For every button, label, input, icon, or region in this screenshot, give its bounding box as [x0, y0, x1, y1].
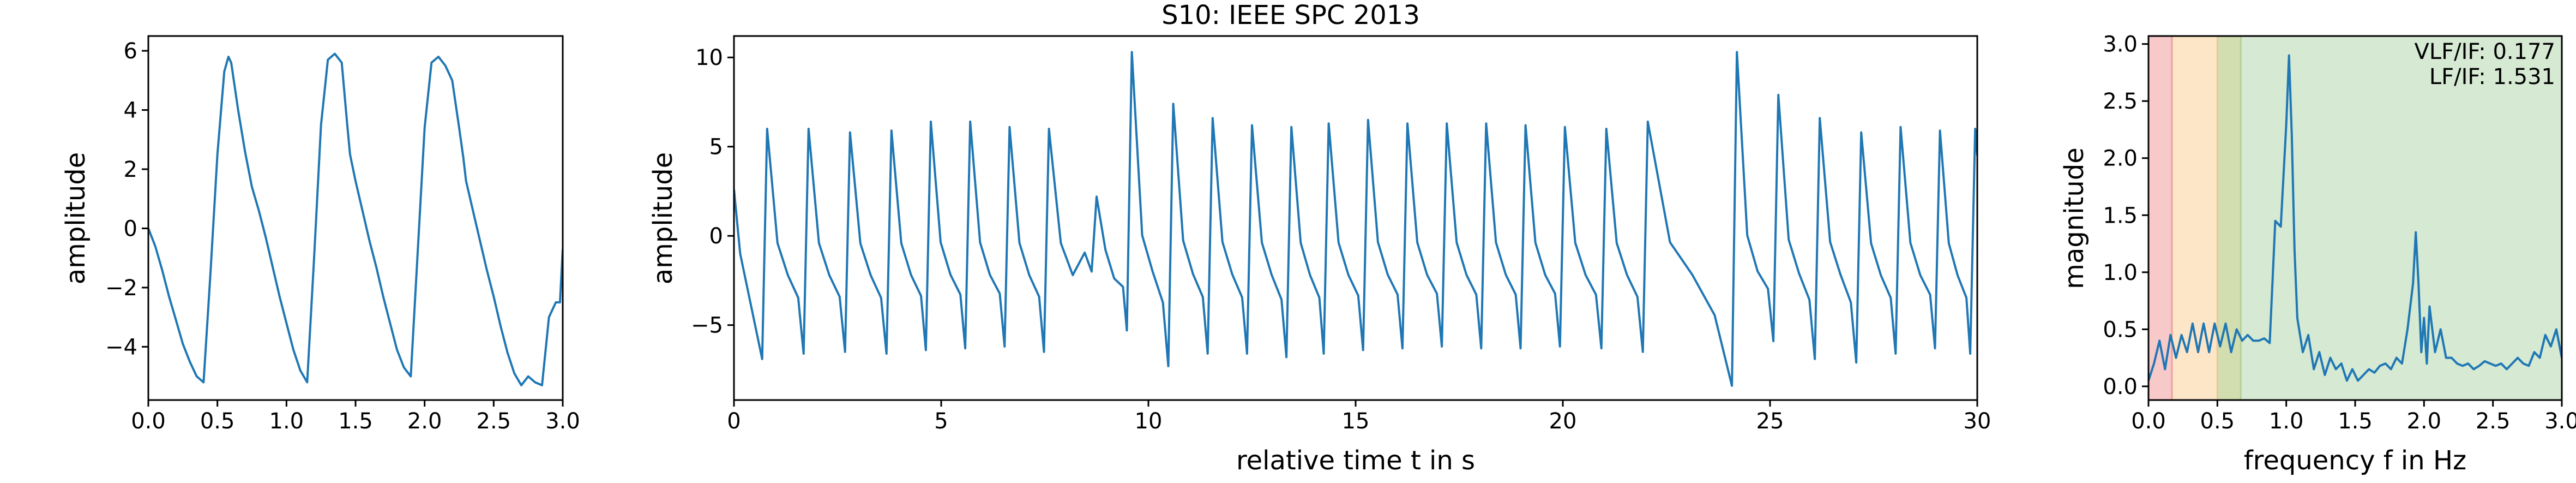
segment-xtick-label: 0.5 — [200, 409, 235, 434]
segment-ytick-label: −4 — [105, 335, 137, 360]
segment-ytick-label: 6 — [124, 39, 137, 64]
signal-ytick-label: 5 — [709, 135, 723, 160]
signal-ytick-label: 10 — [695, 45, 723, 70]
spectrum-xtick-label: 2.5 — [2476, 409, 2511, 434]
signal-xtick-label: 25 — [1756, 409, 1784, 434]
signal-ylabel: amplitude — [648, 152, 678, 285]
spectrum-xtick-label: 0.5 — [2200, 409, 2235, 434]
signal-xtick-label: 10 — [1135, 409, 1163, 434]
signal-axes-frame — [733, 35, 1978, 401]
vlf-if-annotation: VLF/IF: 0.177 — [2414, 39, 2555, 64]
lf-if-annotation: LF/IF: 1.531 — [2429, 64, 2555, 90]
spectrum-xtick-label: 0.0 — [2131, 409, 2166, 434]
signal-xtick-label: 20 — [1549, 409, 1577, 434]
segment-xtick-label: 2.5 — [477, 409, 511, 434]
signal-ytick-label: 0 — [709, 224, 723, 249]
spectrum-ytick-label: 2.5 — [2103, 89, 2138, 114]
signal-xtick-label: 0 — [727, 409, 741, 434]
spectrum-xlabel: frequency f in Hz — [2244, 445, 2466, 476]
signal-ytick-label: −5 — [691, 313, 723, 338]
segment-ytick-label: 0 — [124, 216, 137, 241]
figure-title: S10: IEEE SPC 2013 — [1161, 0, 1420, 31]
segment-xtick-label: 1.0 — [269, 409, 304, 434]
segment-ytick-label: 2 — [124, 157, 137, 182]
spectrum-xtick-label: 2.0 — [2407, 409, 2442, 434]
signal-series-line — [734, 51, 1977, 387]
spectrum-plot-area — [2148, 54, 2562, 382]
signal-xtick-label: 15 — [1342, 409, 1370, 434]
signal-panel: amplitude relative time t in s — [648, 35, 1978, 476]
signal-plot-area — [734, 51, 1977, 387]
segment-series-line — [148, 52, 563, 386]
segment-xtick-label: 0.0 — [131, 409, 166, 434]
segment-ytick-label: 4 — [124, 98, 137, 123]
signal-xtick-label: 5 — [934, 409, 948, 434]
segment-ylabel: amplitude — [61, 152, 91, 285]
spectrum-band — [2148, 36, 2172, 400]
segment-plot-area — [148, 52, 563, 386]
segment-xtick-label: 2.0 — [407, 409, 442, 434]
spectrum-ytick-label: 2.0 — [2103, 146, 2138, 171]
signal-xlabel: relative time t in s — [1236, 445, 1475, 476]
spectrum-ytick-label: 1.0 — [2103, 260, 2138, 285]
spectrum-band — [2241, 36, 2562, 400]
segment-xtick-label: 1.5 — [338, 409, 373, 434]
spectrum-xtick-label: 3.0 — [2544, 409, 2576, 434]
segment-axes-frame — [147, 35, 564, 401]
segment-ytick-label: −2 — [105, 276, 137, 301]
spectrum-ylabel: magnitude — [2059, 147, 2090, 289]
spectrum-series-line — [2148, 54, 2562, 382]
spectrum-xtick-label: 1.0 — [2269, 409, 2304, 434]
spectrum-panel: magnitude frequency f in Hz VLF/IF: 0.17… — [2059, 35, 2563, 476]
spectrum-ytick-label: 0.5 — [2103, 317, 2138, 342]
spectrum-xtick-label: 1.5 — [2338, 409, 2373, 434]
spectrum-ytick-label: 3.0 — [2103, 32, 2138, 57]
signal-xtick-label: 30 — [1964, 409, 1991, 434]
spectrum-ytick-label: 0.0 — [2103, 374, 2138, 399]
segment-xtick-label: 3.0 — [545, 409, 580, 434]
spectrum-ytick-label: 1.5 — [2103, 203, 2138, 228]
